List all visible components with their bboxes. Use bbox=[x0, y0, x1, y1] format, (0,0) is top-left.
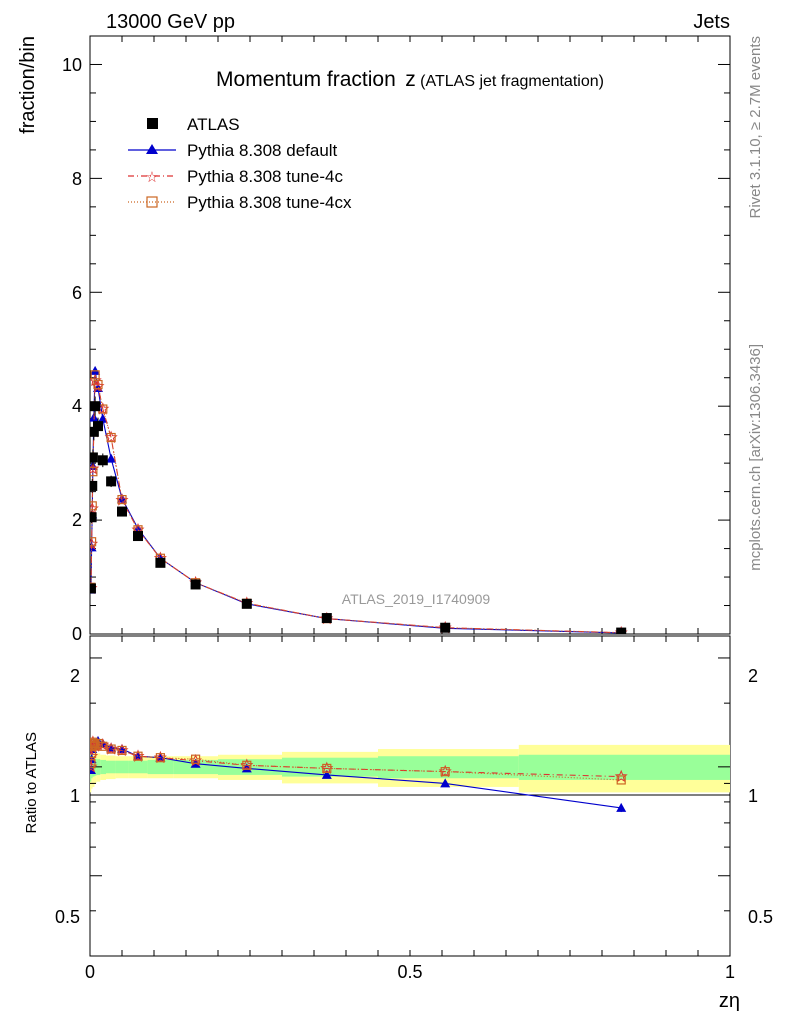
y-tick-label: 0 bbox=[72, 624, 82, 644]
series-point-tune4cx bbox=[93, 379, 103, 390]
series-point-tune4cx bbox=[90, 537, 97, 547]
chart-title-symbol: z bbox=[405, 68, 416, 91]
category-label: Jets bbox=[693, 11, 730, 33]
band-inner-bin bbox=[147, 759, 174, 775]
data-point bbox=[440, 622, 451, 633]
series-point-tune4cx bbox=[106, 432, 116, 443]
band-inner-bin bbox=[115, 760, 129, 774]
mcplots-source-label: mcplots.cern.ch [arXiv:1306.3436] bbox=[747, 344, 764, 571]
series-point-default bbox=[106, 453, 117, 463]
data-point bbox=[93, 421, 103, 432]
legend-marker-tune4cx bbox=[146, 196, 158, 208]
data-point bbox=[90, 426, 99, 437]
data-point bbox=[133, 531, 143, 542]
series-point-tune4cx bbox=[117, 494, 127, 505]
band-inner-bin bbox=[218, 759, 282, 775]
ratio-y-tick-label-right: 0.5 bbox=[748, 907, 773, 927]
band-inner-bin bbox=[282, 757, 378, 777]
data-point bbox=[190, 579, 201, 590]
series-point-tune4cx bbox=[90, 467, 98, 477]
chart-title-main: Momentum fraction bbox=[216, 68, 396, 91]
ratio-point-tune4cx bbox=[90, 759, 96, 769]
ratio-line-tune4cx bbox=[90, 740, 622, 781]
ratio-y-tick-label-right: 2 bbox=[748, 666, 758, 686]
series-point-tune4cx bbox=[90, 501, 97, 511]
data-point bbox=[616, 627, 627, 634]
data-point bbox=[90, 452, 98, 463]
x-tick-label: 0 bbox=[85, 962, 95, 982]
ratio-point-tune4cx bbox=[133, 751, 143, 761]
main-plot-frame bbox=[89, 35, 731, 635]
legend-label-default: Pythia 8.308 default bbox=[187, 141, 338, 160]
chart-title: Momentum fraction z (ATLAS jet fragmenta… bbox=[216, 68, 604, 91]
series-point-default bbox=[97, 413, 108, 423]
ratio-point-tune4cx bbox=[322, 763, 332, 774]
analysis-watermark: ATLAS_2019_I1740909 bbox=[342, 591, 491, 607]
y-tick-label: 8 bbox=[72, 169, 82, 189]
band-inner-bin bbox=[100, 759, 106, 775]
y-tick-label: 4 bbox=[72, 396, 82, 416]
legend-marker-atlas bbox=[147, 118, 158, 129]
ratio-point-tune4cx bbox=[90, 737, 98, 747]
data-point bbox=[321, 613, 332, 624]
ratio-y-tick-label: 2 bbox=[70, 666, 80, 686]
y-tick-label: 10 bbox=[62, 55, 82, 75]
ratio-series bbox=[90, 735, 628, 813]
series-point-tune4cx bbox=[90, 370, 100, 380]
legend-label-tune4cx: Pythia 8.308 tune-4cx bbox=[187, 193, 352, 212]
legend-label-tune4c: Pythia 8.308 tune-4c bbox=[187, 167, 343, 186]
y-tick-label: 2 bbox=[72, 510, 82, 530]
legend: ATLAS Pythia 8.308 default ☆ Pythia 8.30… bbox=[128, 115, 352, 212]
axis-ticks bbox=[89, 36, 731, 956]
ratio-plot-frame bbox=[89, 635, 731, 957]
legend-marker-default bbox=[146, 144, 158, 154]
x-tick-label: 1 bbox=[725, 962, 735, 982]
data-point bbox=[106, 476, 117, 487]
ratio-y-tick-label: 0.5 bbox=[55, 907, 80, 927]
rivet-version-label: Rivet 3.1.10, ≥ 2.7M events bbox=[747, 36, 764, 219]
data-point bbox=[90, 583, 96, 594]
band-inner-bin bbox=[106, 760, 116, 774]
x-tick-label: 0.5 bbox=[397, 962, 422, 982]
data-point bbox=[90, 401, 101, 412]
data-point bbox=[241, 598, 252, 609]
ratio-point-tune4cx bbox=[117, 745, 127, 756]
main-series bbox=[90, 365, 628, 634]
legend-marker-tune4c: ☆ bbox=[145, 169, 158, 186]
ratio-point-tune4cx bbox=[93, 738, 103, 749]
ratio-point-tune4cx bbox=[106, 744, 116, 754]
band-inner-bin bbox=[128, 760, 148, 774]
ratio-point-default bbox=[616, 802, 627, 812]
ratio-point-tune4cx bbox=[191, 754, 201, 764]
ratio-point-tune4cx bbox=[242, 760, 252, 770]
ratio-point-tune4cx bbox=[616, 775, 626, 785]
data-point bbox=[90, 480, 98, 491]
data-point bbox=[155, 557, 166, 568]
y-axis-label: fraction/bin bbox=[17, 36, 39, 134]
y-tick-label: 6 bbox=[72, 283, 82, 303]
ratio-y-axis-label: Ratio to ATLAS bbox=[23, 732, 40, 833]
ratio-y-tick-label-right: 1 bbox=[748, 786, 758, 806]
ratio-point-tune4cx bbox=[155, 753, 165, 763]
ratio-point-tune4c bbox=[614, 769, 628, 783]
chart-title-suffix: (ATLAS jet fragmentation) bbox=[420, 73, 604, 90]
legend-label-atlas: ATLAS bbox=[187, 115, 240, 134]
ratio-point-default bbox=[440, 778, 451, 788]
series-point-tune4c bbox=[90, 461, 100, 475]
data-point bbox=[90, 512, 97, 523]
data-point bbox=[97, 455, 108, 466]
data-point bbox=[117, 506, 127, 517]
ratio-point-tune4cx bbox=[440, 767, 450, 777]
collision-label: 13000 GeV pp bbox=[106, 11, 235, 33]
ratio-y-tick-label: 1 bbox=[70, 786, 80, 806]
ratio-point-default bbox=[321, 769, 332, 779]
x-axis-label: zη bbox=[719, 990, 740, 1012]
